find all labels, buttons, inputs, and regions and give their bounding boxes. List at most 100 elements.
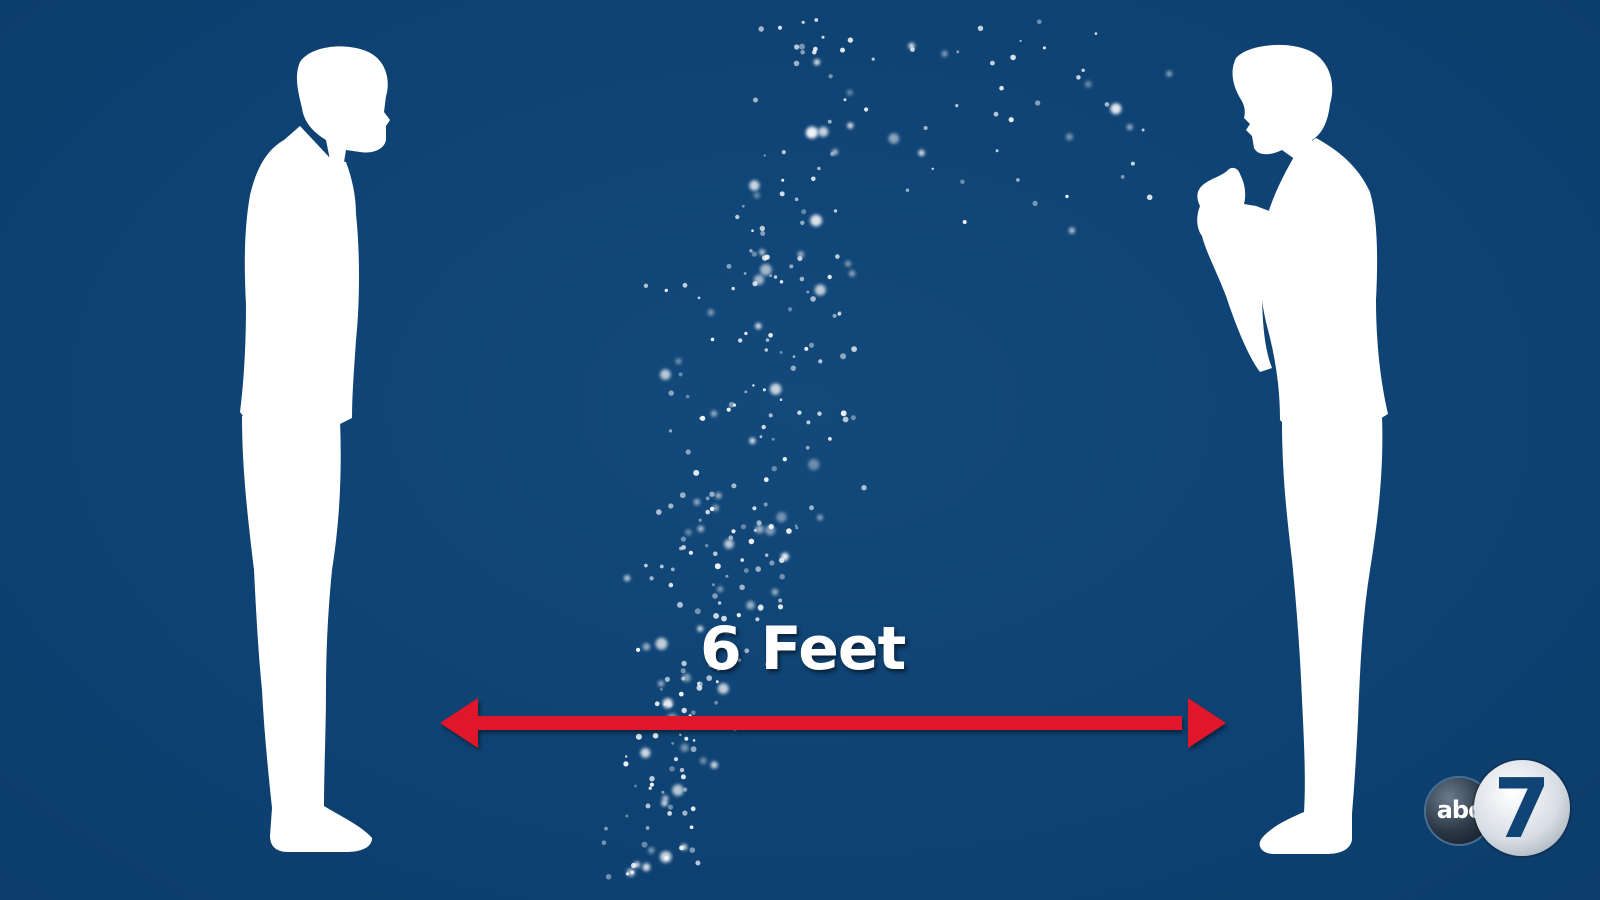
droplet <box>918 149 925 156</box>
droplet <box>726 407 731 412</box>
droplet <box>690 746 697 753</box>
droplet <box>679 733 682 736</box>
droplet <box>685 449 691 455</box>
droplet <box>648 786 652 790</box>
droplet <box>758 26 764 32</box>
droplet <box>712 641 718 647</box>
droplet <box>776 511 787 523</box>
droplet <box>1068 227 1075 234</box>
droplet <box>1035 100 1041 106</box>
droplet <box>817 411 822 416</box>
droplet <box>712 583 715 587</box>
droplet <box>636 647 641 653</box>
droplet <box>809 342 814 348</box>
droplet <box>778 557 785 564</box>
droplet <box>680 536 687 542</box>
droplet <box>832 313 837 318</box>
droplet <box>717 683 729 694</box>
droplet <box>725 574 729 578</box>
droplet <box>790 365 796 371</box>
droplet <box>681 707 687 714</box>
droplet <box>710 761 718 769</box>
droplet <box>756 520 762 526</box>
droplet <box>995 149 999 153</box>
droplet <box>664 676 671 682</box>
distance-label: 6 Feet <box>700 614 906 684</box>
droplet <box>645 826 650 830</box>
droplet <box>644 563 648 568</box>
droplet <box>652 732 659 739</box>
droplet <box>697 296 701 300</box>
droplet <box>842 416 849 423</box>
droplet <box>661 800 668 807</box>
droplet <box>741 204 745 208</box>
droplet <box>793 60 800 67</box>
droplet <box>697 525 704 532</box>
droplet <box>821 35 825 39</box>
droplet <box>931 167 934 170</box>
droplet <box>835 254 840 259</box>
droplet <box>655 637 668 650</box>
droplet <box>678 372 683 377</box>
droplet <box>779 351 783 354</box>
droplet <box>668 390 674 396</box>
droplet <box>765 525 776 536</box>
droplet <box>667 804 674 810</box>
droplet <box>778 25 782 30</box>
droplet <box>806 420 811 425</box>
droplet <box>710 410 718 417</box>
droplet <box>843 98 847 102</box>
droplet <box>845 260 851 267</box>
droplet <box>642 643 651 651</box>
droplet <box>828 74 833 79</box>
droplet <box>812 49 817 55</box>
droplet <box>684 736 689 741</box>
droplet <box>840 47 845 53</box>
logo-seven-text: 7 <box>1493 762 1551 857</box>
droplet <box>799 276 805 282</box>
droplet <box>667 811 672 816</box>
droplet <box>709 491 715 497</box>
droplet <box>752 384 755 387</box>
droplet <box>960 179 965 185</box>
droplet <box>721 615 727 622</box>
droplet <box>708 662 714 668</box>
droplet <box>728 535 734 541</box>
droplet <box>748 538 755 545</box>
droplet <box>707 309 714 316</box>
droplet <box>682 810 688 816</box>
droplet <box>962 220 967 224</box>
droplet <box>797 251 804 258</box>
droplet <box>811 176 816 182</box>
droplet <box>749 180 760 191</box>
droplet <box>794 197 799 202</box>
droplet <box>757 604 764 611</box>
droplet <box>1094 32 1098 35</box>
droplet <box>705 496 710 501</box>
droplet <box>1104 102 1110 107</box>
droplet <box>736 613 741 618</box>
droplet <box>778 598 783 603</box>
droplet <box>810 214 822 227</box>
droplet <box>771 466 777 472</box>
droplet <box>813 59 821 66</box>
droplet <box>649 782 655 787</box>
droplet <box>779 191 785 197</box>
droplet <box>751 251 757 257</box>
droplet <box>999 85 1004 91</box>
droplet <box>714 700 718 705</box>
droplet <box>1032 200 1038 206</box>
droplet <box>956 50 960 54</box>
droplet <box>662 698 673 709</box>
droplet <box>669 766 675 772</box>
droplet <box>789 264 794 269</box>
droplet <box>623 761 629 767</box>
droplet <box>765 338 770 342</box>
droplet <box>740 524 747 530</box>
droplet <box>671 742 675 745</box>
droplet <box>605 874 612 880</box>
droplet <box>682 282 688 288</box>
droplet <box>861 485 867 491</box>
droplet <box>705 509 710 515</box>
droplet <box>712 593 718 599</box>
